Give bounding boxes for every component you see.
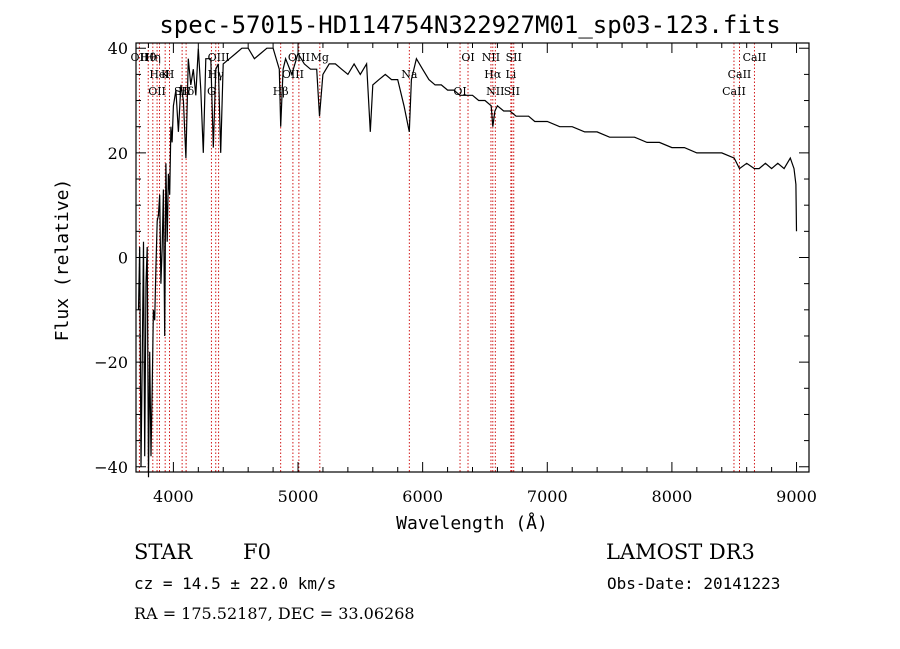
emission-line-labels: HθKHδOIIHeISIIOIIIHγOIIHηHGOIIIOIIIHβMgN…	[131, 51, 767, 98]
line-marker-label: HeI	[149, 68, 169, 81]
x-tick-label: 4000	[153, 487, 194, 506]
object-class: STAR	[134, 540, 193, 564]
x-axis-ticks: 4000 5000 6000 7000 8000 9000	[147, 43, 817, 506]
line-marker-label: CaII	[722, 85, 746, 98]
line-marker-label: OIII	[208, 51, 230, 64]
x-tick-label: 6000	[402, 487, 443, 506]
y-axis-ticks: −40 −20 0 20 40	[94, 39, 809, 477]
ra-dec: RA = 175.52187, DEC = 33.06268	[134, 604, 415, 623]
x-tick-label: 5000	[278, 487, 319, 506]
line-marker-label: OIII	[288, 51, 310, 64]
obs-date: Obs-Date: 20141223	[607, 574, 780, 593]
x-axis-label: Wavelength (Å)	[396, 512, 548, 534]
object-subclass: F0	[243, 540, 271, 564]
y-tick-label: −20	[94, 353, 128, 372]
x-tick-label: 7000	[527, 487, 568, 506]
chart-title: spec-57015-HD114754N322927M01_sp03-123.f…	[159, 11, 780, 39]
redshift-text: cz = 14.5 ± 22.0 km/s	[134, 574, 336, 593]
line-marker-label: SII	[504, 85, 520, 98]
line-marker-label: NII	[482, 51, 500, 64]
line-marker-label: OII	[131, 51, 149, 64]
spectrum-line	[137, 47, 798, 478]
line-marker-label: OIII	[282, 68, 304, 81]
line-marker-label: Hθ	[140, 51, 157, 64]
line-marker-label: CaII	[743, 51, 767, 64]
emission-line-markers	[138, 43, 755, 472]
line-marker-label: Na	[401, 68, 418, 81]
y-tick-label: −40	[94, 458, 128, 477]
line-marker-label: K	[161, 68, 170, 81]
line-marker-label: Hβ	[273, 85, 289, 98]
x-tick-label: 8000	[652, 487, 693, 506]
line-marker-label: NII	[486, 85, 504, 98]
x-tick-label: 9000	[776, 487, 817, 506]
line-marker-label: SII	[506, 51, 522, 64]
line-marker-label: Hα	[484, 68, 502, 81]
line-marker-label: Li	[505, 68, 516, 81]
y-tick-label: 0	[118, 249, 128, 268]
survey-name: LAMOST DR3	[606, 540, 755, 564]
line-marker-label: OI	[461, 51, 474, 64]
line-marker-label: CaII	[728, 68, 752, 81]
plot-frame	[135, 42, 810, 473]
line-marker-label: OII	[148, 85, 166, 98]
y-tick-label: 20	[108, 144, 128, 163]
y-axis-label: Flux (relative)	[52, 179, 73, 342]
line-marker-label: H	[165, 68, 175, 81]
line-marker-label: Hη	[145, 51, 161, 64]
y-tick-label: 40	[108, 39, 128, 58]
line-marker-label: Mg	[311, 51, 329, 64]
